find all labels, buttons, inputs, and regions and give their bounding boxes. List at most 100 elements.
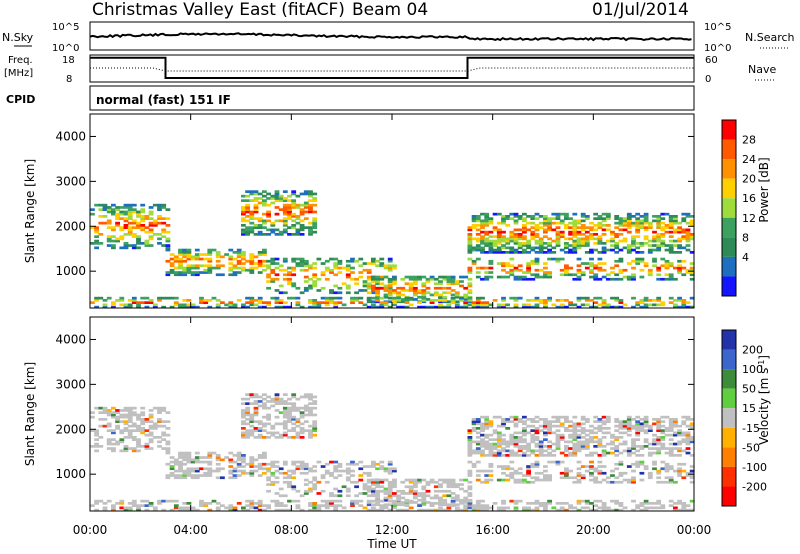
velocity-cell [312, 402, 318, 405]
power-cell [257, 259, 263, 263]
velocity-cell [207, 471, 213, 475]
power-cell [580, 239, 586, 243]
power-cell [589, 264, 594, 268]
power-cell [522, 305, 527, 309]
power-cell [467, 244, 473, 247]
velocity-cell [597, 427, 603, 430]
power-cell [580, 244, 586, 247]
power-cell [303, 192, 309, 196]
power-cell [127, 303, 133, 307]
velocity-cell [643, 420, 649, 423]
power-cell [282, 210, 288, 214]
power-cell [689, 266, 695, 270]
power-cell [148, 301, 154, 304]
power-cell [555, 230, 561, 234]
velocity-cell [660, 506, 666, 510]
power-cell [119, 296, 125, 300]
velocity-cell [664, 467, 670, 471]
power-cell [308, 226, 313, 229]
velocity-cell [610, 447, 615, 450]
power-cell [438, 305, 443, 309]
power-cell [278, 219, 284, 223]
velocity-cell [576, 422, 582, 426]
velocity-cell [559, 471, 565, 475]
velocity-cell [631, 462, 636, 466]
velocity-cell [148, 413, 154, 417]
power-cell [207, 251, 213, 254]
power-cell [106, 208, 112, 211]
power-cell [186, 268, 192, 272]
power-cell [488, 251, 494, 254]
velocity-cell [287, 499, 292, 503]
velocity-cell [136, 442, 141, 446]
velocity-cell [270, 433, 276, 437]
velocity-cell [505, 442, 511, 446]
power-cell [241, 212, 246, 216]
power-cell [677, 251, 682, 254]
power-cell [668, 215, 674, 218]
velocity-cell [366, 489, 372, 493]
velocity-cell [467, 485, 473, 489]
nsky-label: N.Sky [2, 31, 34, 44]
velocity-cell [564, 447, 569, 450]
velocity-cell [467, 445, 473, 448]
velocity-cell [123, 506, 129, 510]
velocity-cell [597, 499, 603, 503]
velocity-cell [207, 469, 213, 473]
power-cell [614, 299, 620, 302]
velocity-cell [408, 478, 414, 482]
power-cell [564, 242, 569, 245]
velocity-cell [589, 502, 594, 505]
power-cell [392, 275, 397, 279]
velocity-cell [647, 442, 653, 446]
velocity-cell [333, 506, 339, 510]
velocity-cell [677, 440, 682, 444]
power-cell [589, 305, 594, 309]
velocity-cell [245, 413, 250, 417]
power-cell [148, 221, 154, 225]
velocity-cell [681, 415, 687, 419]
power-cell [534, 228, 540, 232]
power-cell [140, 219, 146, 223]
power-cell [433, 305, 439, 309]
power-cell [685, 239, 691, 243]
power-cell [505, 224, 511, 227]
power-cell [534, 262, 540, 265]
velocity-cell [530, 449, 536, 453]
velocity-cell [635, 460, 641, 464]
velocity-cell [236, 469, 242, 473]
power-cell [488, 219, 494, 223]
power-cell [547, 226, 552, 229]
colorbar-swatch [722, 427, 736, 448]
velocity-cell [534, 478, 540, 482]
power-cell [622, 237, 628, 241]
power-cell [576, 296, 582, 300]
velocity-cell [186, 467, 192, 471]
velocity-cell [513, 424, 519, 428]
velocity-cell [480, 499, 485, 503]
power-cell [333, 301, 339, 304]
velocity-cell [593, 467, 599, 471]
power-cell [148, 235, 154, 238]
velocity-cell [312, 483, 318, 486]
power-cell [475, 219, 481, 223]
power-cell [392, 299, 397, 302]
velocity-cell [685, 508, 691, 512]
power-cell [106, 210, 112, 214]
velocity-cell [190, 460, 196, 464]
power-cell [253, 299, 259, 302]
velocity-cell [287, 418, 292, 421]
power-cell [580, 303, 586, 307]
velocity-cell [379, 504, 385, 507]
power-cell [257, 262, 263, 265]
velocity-cell [572, 422, 578, 426]
velocity-cell [673, 502, 678, 505]
power-cell [262, 221, 267, 225]
power-cell [199, 301, 204, 304]
power-cell [127, 215, 133, 218]
velocity-cell [572, 427, 578, 430]
power-cell [282, 305, 288, 309]
power-cell [614, 215, 620, 218]
power-cell [492, 235, 498, 238]
